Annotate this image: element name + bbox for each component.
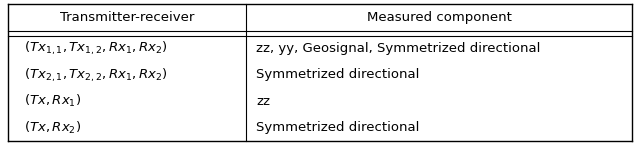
Text: Symmetrized directional: Symmetrized directional bbox=[256, 121, 419, 134]
Text: Symmetrized directional: Symmetrized directional bbox=[256, 68, 419, 81]
Text: $(Tx_{2,1}, Tx_{2,2}, Rx_1, Rx_2)$: $(Tx_{2,1}, Tx_{2,2}, Rx_1, Rx_2)$ bbox=[24, 66, 168, 84]
Text: $(Tx, Rx_2)$: $(Tx, Rx_2)$ bbox=[24, 119, 81, 136]
Text: zz: zz bbox=[256, 95, 270, 108]
Text: $(Tx_{1,1}, Tx_{1,2}, Rx_1, Rx_2)$: $(Tx_{1,1}, Tx_{1,2}, Rx_1, Rx_2)$ bbox=[24, 40, 168, 57]
Text: Measured component: Measured component bbox=[367, 11, 512, 24]
Text: $(Tx, Rx_1)$: $(Tx, Rx_1)$ bbox=[24, 93, 81, 109]
Text: zz, yy, Geosignal, Symmetrized directional: zz, yy, Geosignal, Symmetrized direction… bbox=[256, 42, 540, 55]
Text: Transmitter-receiver: Transmitter-receiver bbox=[60, 11, 194, 24]
